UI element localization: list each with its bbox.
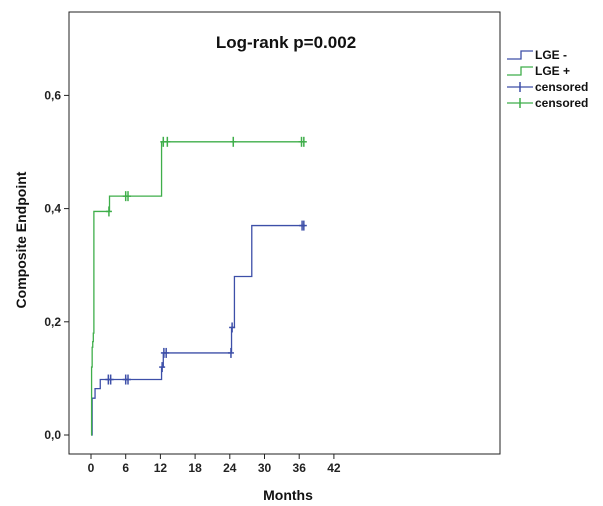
legend-line-swatch: [507, 50, 533, 60]
x-tick-label: 6: [122, 461, 129, 475]
series-line-lge-0: [91, 224, 305, 436]
censored-marker: [125, 191, 132, 202]
legend-item: LGE -: [507, 48, 567, 62]
x-tick-label: 36: [293, 461, 307, 475]
censored-marker: [105, 206, 112, 217]
censored-marker: [164, 136, 171, 147]
censored-marker: [300, 136, 307, 147]
plot-frame: [68, 11, 501, 455]
axis-ticks: 0 6 12 18 24 30 36 42 0,0 0,2 0,4 0,6: [44, 88, 341, 475]
chart-title: Log-rank p=0.002: [216, 33, 356, 52]
legend-label: censored: [535, 80, 588, 94]
x-tick-label: 18: [188, 461, 202, 475]
legend-item: censored: [507, 80, 588, 94]
legend-item: censored: [507, 96, 588, 110]
y-axis-title: Composite Endpoint: [13, 171, 29, 308]
x-tick-label: 0: [88, 461, 95, 475]
x-tick-label: 24: [223, 461, 237, 475]
censored-marker: [163, 347, 170, 358]
x-tick-label: 42: [327, 461, 341, 475]
censored-marker: [125, 374, 132, 385]
x-axis-title: Months: [263, 487, 313, 503]
y-tick-label: 0,2: [44, 315, 61, 329]
censored-marker: [107, 374, 114, 385]
legend-label: LGE -: [535, 48, 567, 62]
y-tick-label: 0,4: [44, 202, 61, 216]
legend-item: LGE +: [507, 64, 570, 78]
censored-marker: [159, 362, 166, 373]
legend-label: LGE +: [535, 64, 570, 78]
legend-line-swatch: [507, 66, 533, 76]
series-line-lge-1: [90, 141, 305, 436]
censored-marker: [227, 347, 234, 358]
y-tick-label: 0,6: [44, 88, 61, 102]
y-tick-label: 0,0: [44, 428, 61, 442]
censored-marker: [300, 220, 307, 231]
censored-marker: [230, 136, 237, 147]
chart-marks: [90, 136, 307, 436]
x-tick-label: 30: [258, 461, 272, 475]
censored-marker: [229, 322, 236, 333]
legend-label: censored: [535, 96, 588, 110]
x-tick-label: 12: [154, 461, 168, 475]
legend: LGE - LGE + censored censored: [507, 48, 588, 110]
